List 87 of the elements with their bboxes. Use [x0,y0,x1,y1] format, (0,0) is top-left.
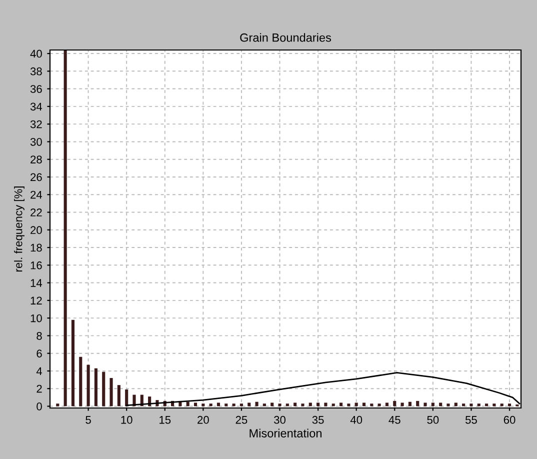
x-tick-label: 60 [504,416,516,424]
bar [492,404,496,406]
bar [294,402,297,406]
bar [324,402,328,406]
bar [424,402,427,406]
y-tick-label: 38 [30,67,42,76]
y-tick-label: 18 [30,244,42,252]
y-tick-label: 14 [30,279,42,287]
bar [94,368,98,406]
y-tick-label: 30 [30,138,42,146]
bar [194,402,198,406]
bar [56,404,60,406]
x-tick-label: 5 [86,416,91,424]
bar [477,404,480,406]
bar [439,402,442,406]
bar [470,404,473,406]
bar [416,400,420,406]
bar [125,389,128,406]
x-tick-label: 15 [160,416,171,424]
y-tick-label: 0 [36,402,42,410]
bar [316,402,320,406]
bar [354,402,358,406]
x-tick-label: 35 [312,416,324,424]
x-tick-label: 55 [465,416,477,424]
y-tick-label: 36 [30,85,42,93]
bar [286,404,289,406]
bar [224,404,228,406]
bar [347,404,350,406]
y-tick-label: 10 [30,314,42,322]
bar [209,404,212,406]
x-tick-label: 25 [236,416,248,424]
y-tick-label: 16 [30,261,42,270]
bar [500,404,504,406]
bar [270,402,274,406]
bar [446,404,450,406]
bar [202,404,205,406]
bar [71,320,75,406]
y-tick-label: 24 [30,190,42,199]
bar [378,404,381,406]
bar [117,385,120,406]
y-tick-label: 2 [36,384,42,393]
bar [301,404,304,406]
y-tick-label: 22 [30,208,42,216]
x-tick-label: 50 [427,416,439,424]
y-tick-label: 34 [30,102,42,111]
bar [400,402,404,406]
y-tick-label: 20 [30,226,42,234]
y-tick-label: 40 [30,50,42,58]
bar [255,402,258,406]
x-axis-title: Misorientation [250,428,322,438]
bar [240,404,243,406]
bar [308,402,312,406]
x-tick-label: 45 [388,416,400,424]
bar [110,378,113,406]
bar [332,404,335,406]
x-tick-label: 30 [274,416,286,424]
y-axis-title: rel. frequency [%] [14,186,24,272]
bar [278,404,282,406]
bar [393,400,396,406]
y-tick-label: 32 [30,120,42,128]
bar [385,402,389,406]
bar [431,402,434,406]
x-tick-label: 20 [198,416,209,424]
bar [102,372,106,406]
y-tick-label: 4 [36,367,42,375]
bar [232,404,236,406]
y-tick-label: 8 [36,332,42,340]
bar [216,402,220,406]
y-tick-label: 6 [36,350,42,358]
bar [64,50,67,406]
y-tick-label: 28 [30,156,42,164]
y-tick-label: 26 [30,173,42,182]
bar [362,402,366,406]
bar [79,356,82,406]
x-tick-label: 10 [121,416,132,424]
x-tick-label: 40 [350,416,362,424]
y-tick-label: 12 [30,296,42,304]
bar [248,402,251,406]
bar [454,402,458,406]
bar [86,364,90,406]
bar [339,402,343,406]
chart-title: Grain Boundaries [240,33,332,42]
bar [262,404,266,406]
bar [462,404,466,406]
bar [508,404,512,406]
bar [485,404,488,406]
bar [370,404,374,406]
